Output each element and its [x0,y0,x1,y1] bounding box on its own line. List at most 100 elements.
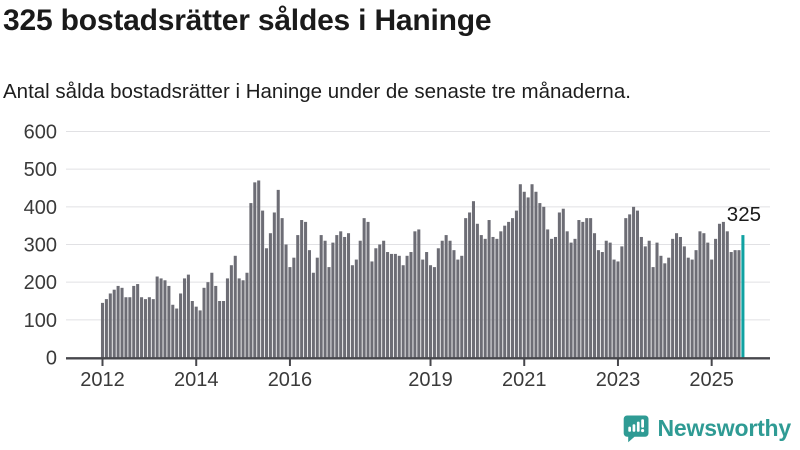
bar [276,189,280,358]
bar [522,191,526,358]
bar [413,231,417,358]
bar [389,253,393,358]
bar [120,287,124,358]
bar [405,255,409,358]
bar [737,250,741,358]
brand-name: Newsworthy [657,415,792,441]
bar [175,308,179,358]
bar [108,293,112,358]
bar [182,278,187,358]
bar [686,257,690,358]
y-tick-label: 300 [24,235,57,257]
bar [550,238,554,358]
bar [179,293,183,358]
bar [128,297,132,358]
bar [292,257,296,358]
bars-group [100,180,745,358]
bar [663,263,667,358]
newsworthy-logo[interactable]: Newsworthy [622,414,791,443]
bar [733,250,737,358]
bar [456,259,460,358]
bar [624,218,628,358]
bar [464,218,468,358]
bar [331,242,335,358]
bar [272,212,276,358]
bar [421,259,425,358]
bar [448,240,452,358]
bar [339,231,343,358]
bar [475,223,479,358]
bar [585,218,589,358]
x-tick-label: 2021 [502,369,547,391]
bar [346,233,351,358]
bar [327,267,331,358]
bar [499,231,503,358]
bar [163,280,167,358]
bar [678,236,682,358]
bar [335,235,339,358]
bar [323,240,327,358]
bar [538,203,542,358]
bar [300,220,304,358]
bar [690,259,694,358]
y-axis-labels: 0 100 200 300 400 500 600 [24,122,57,370]
bar [444,235,448,358]
bar [366,221,370,358]
bar [471,201,475,358]
bar [206,282,210,358]
bar [202,287,206,358]
bar [569,242,573,358]
bar [425,252,429,358]
bar [608,242,612,358]
bar [245,272,249,358]
bar [643,246,647,358]
y-tick-label: 200 [24,272,57,294]
bar [565,231,569,358]
bar [222,301,226,358]
bar [530,184,534,358]
bar [136,284,140,358]
bar [233,255,237,358]
bar [284,244,288,358]
bar [268,233,272,358]
bar [612,259,616,358]
bar [616,261,620,358]
bar [721,221,725,358]
bar-chart-speech-bubble-icon [623,415,649,443]
bar [253,182,257,358]
bar [112,289,116,358]
bar [304,221,308,358]
bar [561,208,565,358]
bar [553,236,558,358]
bar [671,238,675,358]
bar [307,250,311,358]
bar [343,236,347,358]
bar [710,259,714,358]
bar [600,252,604,358]
bar [194,306,198,358]
bar [214,285,218,358]
bar [604,240,608,358]
bar-value-label: 325 [727,203,761,226]
bar [393,253,397,358]
bar [171,304,175,358]
y-tick-label: 400 [24,197,57,219]
bar [526,197,530,358]
bar [452,250,456,358]
bar [198,310,202,358]
bar [706,242,710,358]
bar [370,261,374,358]
bar [620,246,624,358]
x-tick-label: 2012 [80,369,125,391]
x-axis-labels: 2012 2014 2016 2019 2021 2023 2025 [80,369,734,391]
bar [675,233,679,358]
bar [155,276,159,358]
bar [264,248,269,358]
bar [503,225,507,358]
bar [147,297,151,358]
bar [518,184,522,358]
bar [596,250,600,358]
x-tick-label: 2019 [408,369,453,391]
bar [159,278,163,358]
bar [725,231,729,358]
